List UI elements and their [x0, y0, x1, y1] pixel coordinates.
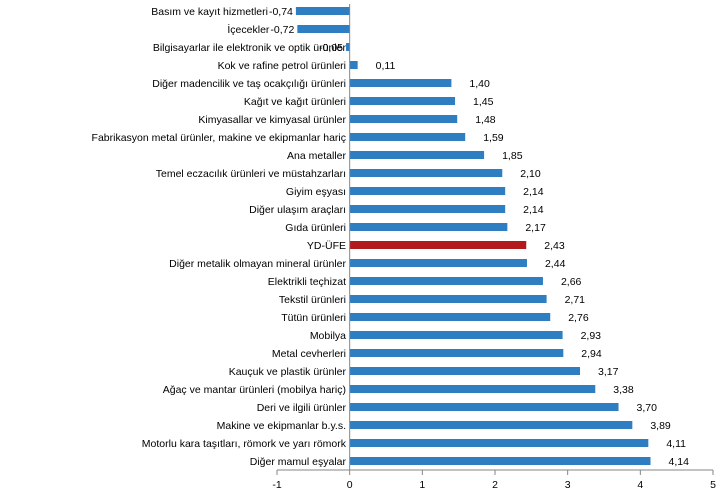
value-label: 3,38: [613, 384, 634, 396]
value-label: 2,76: [568, 312, 589, 324]
x-tick-label: 1: [419, 479, 425, 491]
bar-17: [349, 313, 551, 321]
value-label: 2,93: [581, 330, 602, 342]
category-label: Motorlu kara taşıtları, römork ve yarı r…: [142, 438, 347, 450]
value-label: 1,85: [502, 150, 523, 162]
value-label: 1,45: [473, 96, 494, 108]
value-label: 2,14: [523, 186, 544, 198]
category-label: Temel eczacılık ürünleri ve müstahzarlar…: [156, 168, 346, 180]
category-label: Makine ve ekipmanlar b.y.s.: [217, 420, 346, 432]
bar-13: [349, 241, 527, 249]
category-label: İçecekler: [227, 23, 270, 36]
bar-16: [349, 295, 547, 303]
bar-23: [349, 421, 633, 429]
value-label: 1,40: [469, 78, 490, 90]
category-label: Kok ve rafine petrol ürünleri: [218, 60, 346, 72]
bars-layer: [295, 7, 651, 465]
x-tick-label: 5: [710, 479, 716, 491]
value-label: -0,72: [270, 24, 294, 36]
value-label: 2,44: [545, 258, 566, 270]
bar-12: [349, 223, 508, 231]
category-label: Diğer madencilik ve taş ocakçılığı ürünl…: [152, 78, 346, 90]
category-label: Diğer ulaşım araçları: [249, 204, 346, 216]
value-label: 4,11: [666, 438, 686, 450]
bar-24: [349, 439, 649, 447]
category-label: Ağaç ve mantar ürünleri (mobilya hariç): [163, 384, 346, 396]
value-label: 2,71: [565, 294, 586, 306]
value-label: 2,17: [525, 222, 546, 234]
category-label: Fabrikasyon metal ürünler, makine ve eki…: [92, 132, 346, 144]
value-label: 2,43: [544, 240, 565, 252]
x-tick-label: 0: [347, 479, 353, 491]
category-label: Diğer mamul eşyalar: [250, 456, 347, 468]
category-label: Basım ve kayıt hizmetleri: [151, 6, 268, 18]
value-labels: -0,74 -0,72 -0,05 0,11 1,40 1,45 1,48 1,59 1,85 2…: [269, 6, 689, 468]
x-tick-label: -1: [272, 479, 281, 491]
value-label: 0,11: [376, 60, 396, 72]
category-label: Tekstil ürünleri: [279, 294, 346, 306]
bar-22: [349, 403, 619, 411]
bar-25: [349, 457, 651, 465]
bar-10: [349, 187, 506, 195]
bar-3: [349, 61, 358, 69]
bar-15: [349, 277, 543, 285]
category-label: Ana metaller: [287, 150, 346, 162]
value-label: 3,70: [637, 402, 658, 414]
x-tick-label: 4: [637, 479, 643, 491]
category-label: Kağıt ve kağıt ürünleri: [244, 96, 346, 108]
bar-20: [349, 367, 581, 375]
x-tick-label: 2: [492, 479, 498, 491]
bar-0: [295, 7, 350, 15]
value-label: 2,66: [561, 276, 582, 288]
value-label: 4,14: [669, 456, 690, 468]
value-label: 3,17: [598, 366, 619, 378]
value-label: 1,59: [483, 132, 504, 144]
category-label: Gıda ürünleri: [285, 222, 346, 234]
bar-5: [349, 97, 456, 105]
value-label: -0,74: [269, 6, 293, 18]
value-label: 2,14: [523, 204, 544, 216]
bar-11: [349, 205, 506, 213]
bar-6: [349, 115, 458, 123]
value-label: 2,94: [581, 348, 602, 360]
category-label: Tütün ürünleri: [281, 312, 346, 324]
bar-14: [349, 259, 527, 267]
value-label: -0,05: [319, 42, 343, 54]
value-label: 3,89: [650, 420, 671, 432]
x-tick-label: 3: [565, 479, 571, 491]
bar-2: [346, 43, 350, 51]
value-label: 1,48: [475, 114, 496, 126]
axes: -1 0 1 2 3 4 5: [272, 4, 716, 491]
bar-8: [349, 151, 485, 159]
category-label: Metal cevherleri: [272, 348, 346, 360]
bar-18: [349, 331, 563, 339]
value-label: 2,10: [520, 168, 541, 180]
bar-4: [349, 79, 452, 87]
bar-1: [297, 25, 350, 33]
category-label: Kimyasallar ve kimyasal ürünler: [198, 114, 346, 126]
category-label: Mobilya: [310, 330, 346, 342]
bar-19: [349, 349, 564, 357]
category-label: Elektrikli teçhizat: [268, 276, 346, 288]
bar-9: [349, 169, 503, 177]
category-label: Kauçuk ve plastik ürünler: [229, 366, 347, 378]
bar-7: [349, 133, 466, 141]
category-labels: Basım ve kayıt hizmetleri İçecekler Bilgis…: [92, 6, 347, 468]
bar-21: [349, 385, 596, 393]
category-label: Diğer metalik olmayan mineral ürünler: [169, 258, 346, 270]
category-label: Giyim eşyası: [286, 186, 346, 198]
category-label: YD-ÜFE: [307, 240, 346, 252]
category-label: Bilgisayarlar ile elektronik ve optik ür…: [153, 42, 347, 54]
category-label: Deri ve ilgili ürünler: [257, 402, 347, 414]
